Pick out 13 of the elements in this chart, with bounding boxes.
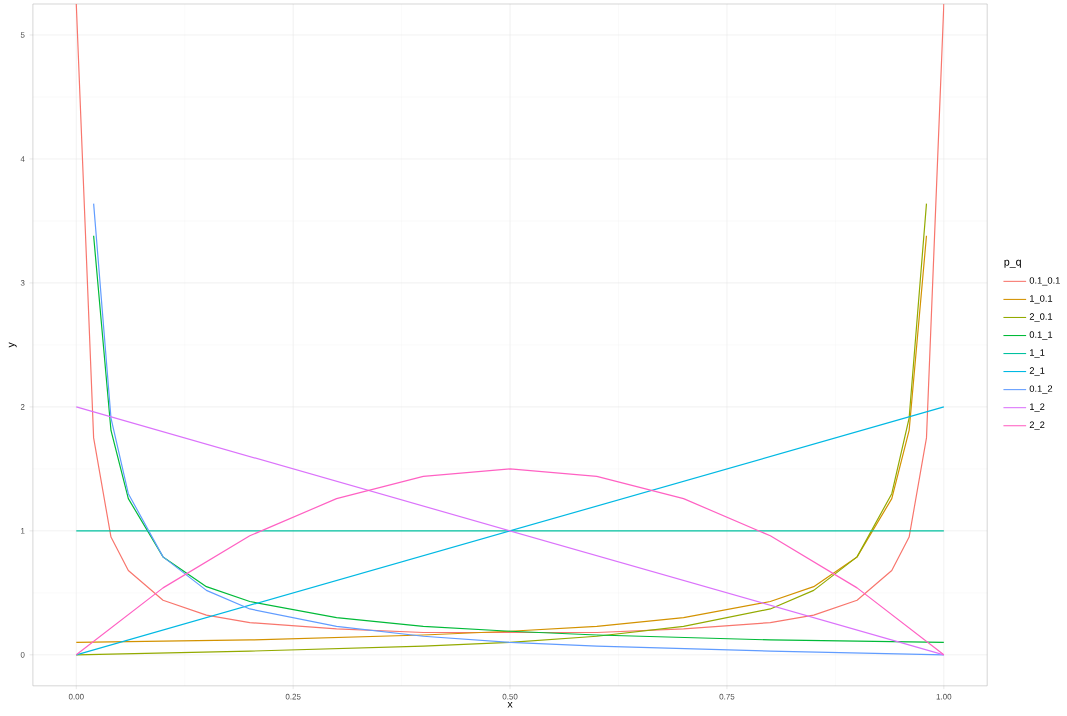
legend-label: 2_0.1 <box>1029 313 1053 322</box>
legend-title: p_q <box>1004 259 1021 268</box>
legend-label: 0.1_0.1 <box>1029 276 1060 286</box>
legend-label: 1_2 <box>1030 403 1045 412</box>
y-axis-title: y <box>8 342 17 348</box>
legend-label: 1_1 <box>1030 349 1045 358</box>
legend-label: 2_1 <box>1029 367 1045 376</box>
legend-label: 2_2 <box>1029 421 1045 430</box>
legend-label: 0.1_2 <box>1029 385 1053 394</box>
legend-label: 0.1_1 <box>1029 331 1053 340</box>
legend-label: 1_0.1 <box>1030 295 1053 304</box>
line-series <box>75 468 945 656</box>
x-axis-title: x <box>507 701 513 708</box>
